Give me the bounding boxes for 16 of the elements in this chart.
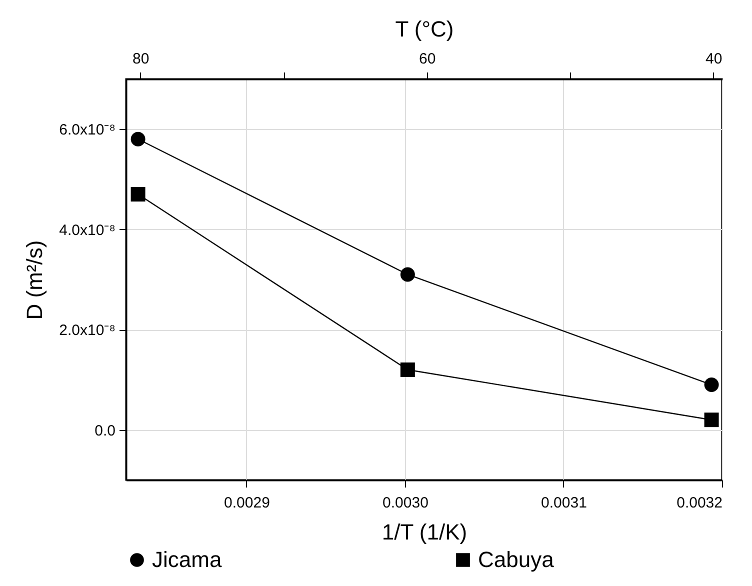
x2-tick-label: 60	[419, 50, 436, 68]
y-tick-label: 6.0x10⁻⁸	[59, 122, 116, 139]
x2-axis-title: T (°C)	[395, 16, 454, 42]
legend-label: Jicama	[152, 547, 222, 572]
x-tick-label: 0.0031	[541, 494, 587, 512]
x2-tick-label: 40	[706, 50, 722, 68]
x2-tick-label: 80	[132, 50, 150, 68]
y-tick-label: 2.0x10⁻⁸	[59, 322, 116, 340]
x-tick-label: 0.0032	[676, 494, 722, 512]
x-tick-label: 0.0030	[382, 494, 428, 512]
y-axis-title: D (m²/s)	[22, 240, 48, 320]
y-tick-label: 4.0x10⁻⁸	[59, 222, 116, 239]
legend-label: Cabuya	[478, 547, 555, 572]
x-axis-title: 1/T (1/K)	[382, 520, 468, 544]
y-tick-label: 0.0	[94, 422, 116, 440]
x-tick-label: 0.0029	[224, 494, 270, 512]
